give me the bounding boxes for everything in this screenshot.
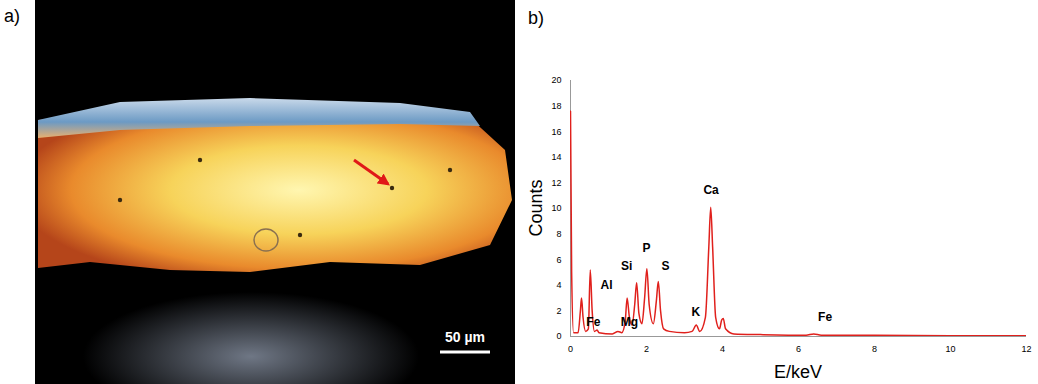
svg-text:6: 6 bbox=[556, 255, 561, 265]
svg-text:4: 4 bbox=[720, 344, 725, 354]
svg-text:0: 0 bbox=[556, 331, 561, 341]
svg-text:2: 2 bbox=[556, 306, 561, 316]
svg-text:Al: Al bbox=[601, 278, 613, 292]
html-text:b): b) bbox=[528, 7, 544, 28]
svg-text:a): a) bbox=[4, 6, 20, 26]
svg-text:2: 2 bbox=[644, 344, 649, 354]
html-text:E/keV: E/keV bbox=[774, 361, 822, 382]
svg-text:4: 4 bbox=[556, 280, 561, 290]
html-text:Counts: Counts bbox=[525, 179, 546, 237]
svg-text:Ca: Ca bbox=[703, 183, 719, 197]
svg-text:Si: Si bbox=[621, 259, 632, 273]
svg-text:10: 10 bbox=[945, 344, 955, 354]
svg-text:Mg: Mg bbox=[621, 315, 638, 329]
svg-text:16: 16 bbox=[551, 127, 561, 137]
svg-text:14: 14 bbox=[551, 152, 561, 162]
svg-text:18: 18 bbox=[551, 101, 561, 111]
svg-text:8: 8 bbox=[556, 229, 561, 239]
svg-text:6: 6 bbox=[796, 344, 801, 354]
svg-text:Fe: Fe bbox=[818, 310, 832, 324]
svg-text:0: 0 bbox=[568, 344, 573, 354]
svg-text:10: 10 bbox=[551, 203, 561, 213]
svg-text:8: 8 bbox=[872, 344, 877, 354]
svg-text:K: K bbox=[692, 305, 701, 319]
svg-text:Fe: Fe bbox=[586, 315, 600, 329]
svg-text:12: 12 bbox=[1021, 344, 1031, 354]
svg-text:P: P bbox=[642, 241, 650, 255]
svg-text:S: S bbox=[661, 259, 669, 273]
svg-text:20: 20 bbox=[551, 75, 561, 85]
svg-text:50 µm: 50 µm bbox=[445, 329, 485, 345]
svg-text:12: 12 bbox=[551, 178, 561, 188]
